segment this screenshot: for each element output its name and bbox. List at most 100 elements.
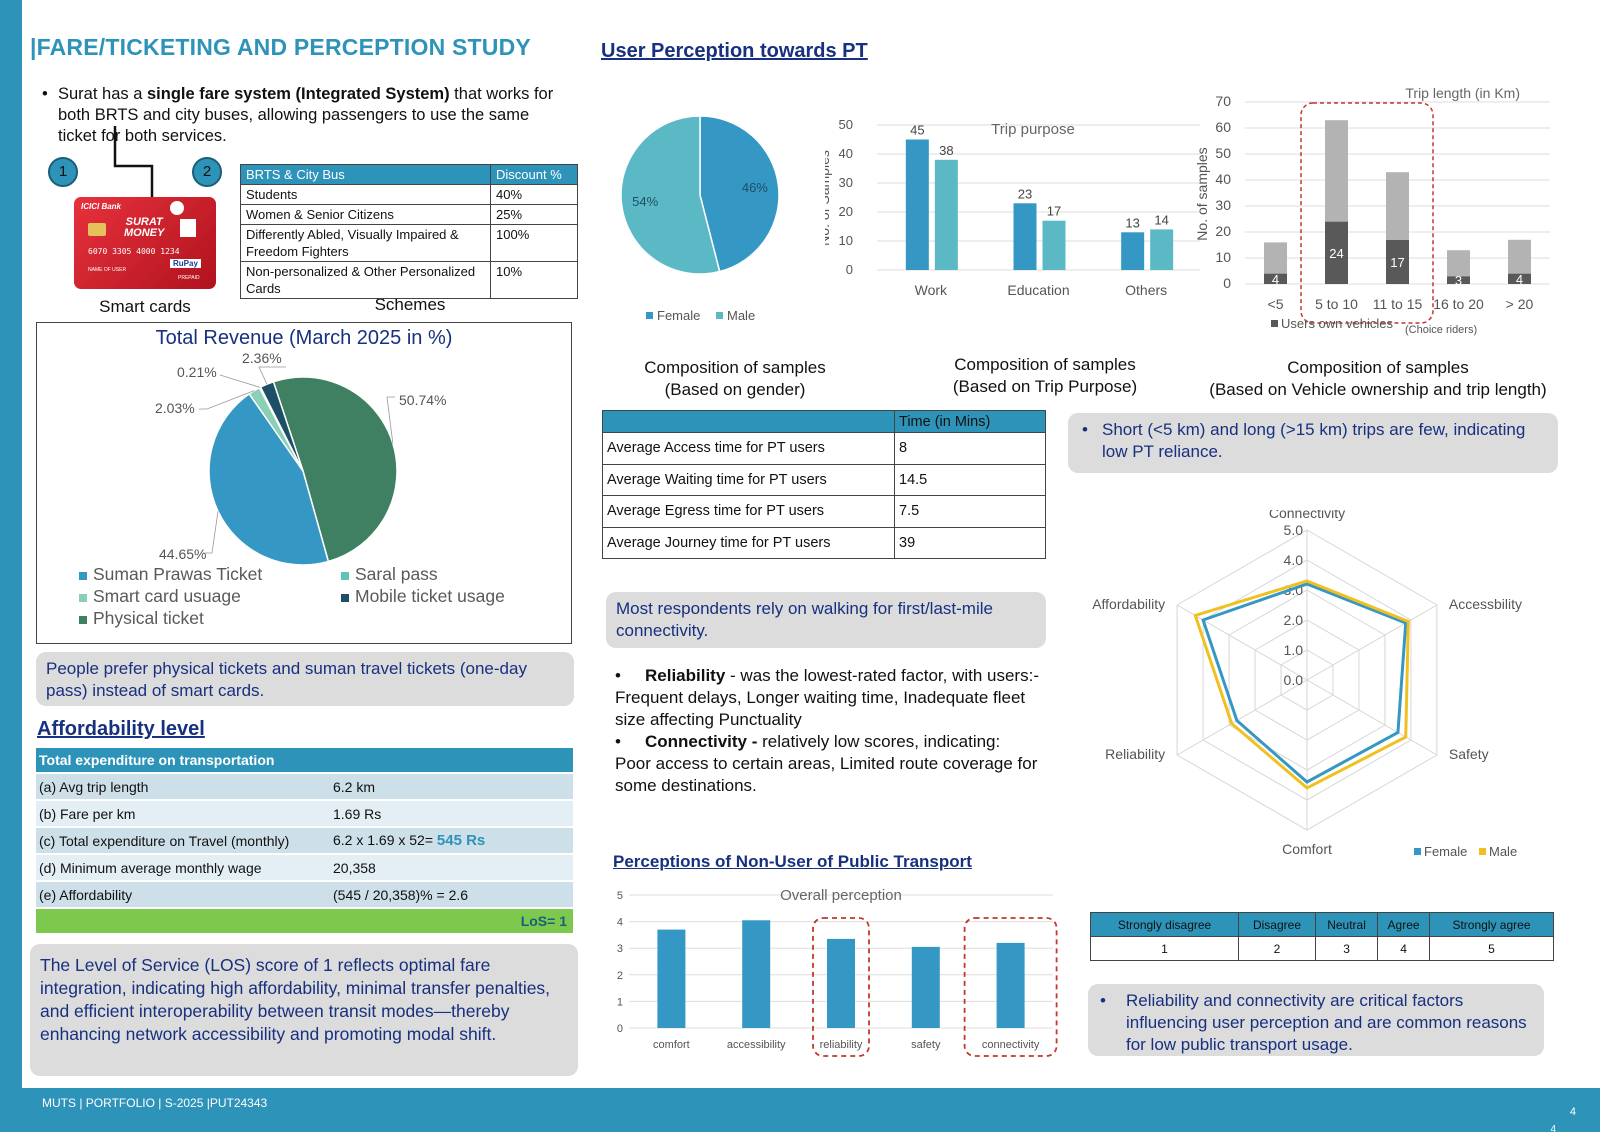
- legend-label: Mobile ticket usage: [355, 586, 505, 606]
- legend-label: Saral pass: [355, 564, 438, 584]
- schemes-row: Non-personalized & Other Personalized Ca…: [240, 261, 578, 299]
- x-tick-label: Others: [1125, 282, 1167, 298]
- aff-row: (b) Fare per km 1.69 Rs: [36, 800, 573, 828]
- bar: [1150, 229, 1174, 270]
- intro-pre: Surat has a: [58, 85, 147, 103]
- time-label: Average Waiting time for PT users: [602, 463, 895, 496]
- y-tick-label: 30: [1215, 197, 1231, 213]
- aff-row: (c) Total expenditure on Travel (monthly…: [36, 827, 573, 855]
- likert-value-cell: 1: [1089, 936, 1240, 961]
- reliability-rest: - was the lowest-rated factor, with user…: [725, 666, 1039, 685]
- data-label: 14: [1154, 212, 1168, 227]
- data-label: 3: [1455, 273, 1462, 288]
- note-trips-text: Short (<5 km) and long (>15 km) trips ar…: [1102, 420, 1526, 461]
- caption-line: Composition of samples: [644, 358, 826, 377]
- y-tick-label: 10: [839, 233, 853, 248]
- likert-header-cell: Neutral: [1314, 912, 1379, 937]
- likert-value-cell: 4: [1377, 936, 1430, 961]
- caption-vehicle: Composition of samples (Based on Vehicle …: [1188, 357, 1568, 401]
- aff-label: (d) Minimum average monthly wage: [36, 854, 330, 882]
- legend-swatch: [79, 616, 87, 624]
- pie-slice: [208, 392, 330, 566]
- card-name-2: MONEY: [124, 227, 165, 239]
- bar: [1013, 203, 1037, 270]
- x-tick-label: safety: [911, 1039, 941, 1051]
- chart-title: Trip length (in Km): [1405, 85, 1520, 101]
- data-label: 23: [1018, 186, 1032, 201]
- y-tick-label: 10: [1215, 249, 1231, 265]
- radar-series: [1201, 582, 1408, 784]
- pie-slice: [620, 115, 721, 275]
- y-tick-label: 70: [1215, 93, 1231, 109]
- radar-tick-label: 1.0: [1284, 642, 1304, 658]
- highlight-box: [1300, 102, 1434, 324]
- intro-bold: single fare system (Integrated System): [146, 85, 450, 103]
- y-tick-label: 2: [617, 970, 623, 982]
- schemes-row: Students 40%: [240, 184, 578, 205]
- note-los: The Level of Service (LOS) score of 1 re…: [30, 944, 578, 1076]
- connectivity-rest: relatively low scores, indicating:: [757, 732, 1001, 751]
- bar: [905, 139, 929, 270]
- aff-los: LoS= 1: [36, 908, 573, 935]
- bar-segment: [1264, 273, 1287, 284]
- schemes-cell: Students: [240, 184, 491, 205]
- legend-swatch: [716, 312, 723, 319]
- bar: [1121, 232, 1145, 270]
- radar-axis-label: Affordability: [1092, 596, 1165, 612]
- caption-line: Composition of samples: [954, 355, 1136, 374]
- bar: [742, 920, 771, 1028]
- nonuser-perception-bar-chart: 0 1 2 3 4 5 Overall perception comfort accessibi…: [617, 887, 1058, 1057]
- y-tick-label: 20: [1215, 223, 1231, 239]
- aff-label: (b) Fare per km: [36, 800, 330, 828]
- caption-purpose: Composition of samples (Based on Trip Pur…: [915, 354, 1175, 398]
- likert-value-cell: 5: [1428, 936, 1555, 961]
- note-walk: Most respondents rely on walking for fir…: [606, 592, 1046, 648]
- radar-axis-label: Reliability: [1105, 746, 1165, 762]
- aff-label: (c) Total expenditure on Travel (monthly…: [36, 827, 330, 855]
- card-bank: ICICI Bank: [81, 202, 122, 211]
- schemes-row: Differently Abled, Visually Impaired & F…: [240, 224, 578, 262]
- intro-post: that works for both BRTS and city buses,…: [58, 85, 554, 145]
- time-label: Average Access time for PT users: [602, 432, 895, 465]
- legend-item: Suman Prawas Ticket: [79, 563, 262, 586]
- note-critical: • Reliability and connectivity are criti…: [1088, 984, 1544, 1056]
- x-tick-label: Work: [915, 282, 948, 298]
- schemes-cell: 25%: [490, 204, 578, 225]
- chart-title: Overall perception: [780, 887, 902, 904]
- time-row: Average Egress time for PT users 7.5: [602, 495, 1046, 528]
- x-tick-label: 16 to 20: [1433, 296, 1484, 312]
- radar-spoke: [1306, 679, 1438, 756]
- bar: [657, 929, 686, 1028]
- caption-smart-cards: Smart cards: [99, 297, 191, 316]
- leader-line: [199, 390, 255, 410]
- caption-line: (Based on Trip Purpose): [952, 377, 1138, 396]
- schemes-cell: 100%: [490, 224, 578, 262]
- likert-value-row: 1 2 3 4 5: [1089, 936, 1555, 961]
- time-row: Average Journey time for PT users 39: [602, 526, 1046, 559]
- leader-line: [258, 366, 286, 385]
- bar-segment: [1508, 239, 1531, 274]
- x-tick-label: 5 to 10: [1315, 296, 1358, 312]
- note-critical-text: Reliability and connectivity are critica…: [1126, 991, 1527, 1054]
- schemes-cell: Women & Senior Citizens: [240, 204, 491, 225]
- x-tick-label: connectivity: [982, 1039, 1040, 1051]
- aff-header-cell: Total expenditure on transportation: [36, 748, 573, 774]
- note-tickets: People prefer physical tickets and suman…: [36, 652, 574, 706]
- likert-header-cell: Strongly agree: [1428, 912, 1555, 937]
- bar-segment: [1508, 273, 1531, 284]
- card-type: PREPAID: [178, 275, 200, 281]
- note-trips: • Short (<5 km) and long (>15 km) trips …: [1068, 413, 1558, 473]
- schemes-cell: 10%: [490, 261, 578, 299]
- y-tick-label: 50: [1215, 145, 1231, 161]
- leader-line: [219, 374, 261, 388]
- card-network: RuPay: [170, 259, 201, 268]
- y-tick-label: 60: [1215, 119, 1231, 135]
- radar-spoke: [1176, 604, 1308, 681]
- intro-bullet: • Surat has a single fare system (Integr…: [42, 85, 554, 145]
- revenue-pie-chart: 50.74% 44.65% 2.03% 0.21% 2.36%: [155, 351, 446, 566]
- bar-segment: [1447, 276, 1470, 284]
- aff-formula: 6.2 x 1.69 x 52=: [333, 832, 437, 848]
- bar: [827, 938, 855, 1028]
- aff-value: 6.2 x 1.69 x 52= 545 Rs: [330, 827, 573, 855]
- schemes-row: Women & Senior Citizens 25%: [240, 204, 578, 225]
